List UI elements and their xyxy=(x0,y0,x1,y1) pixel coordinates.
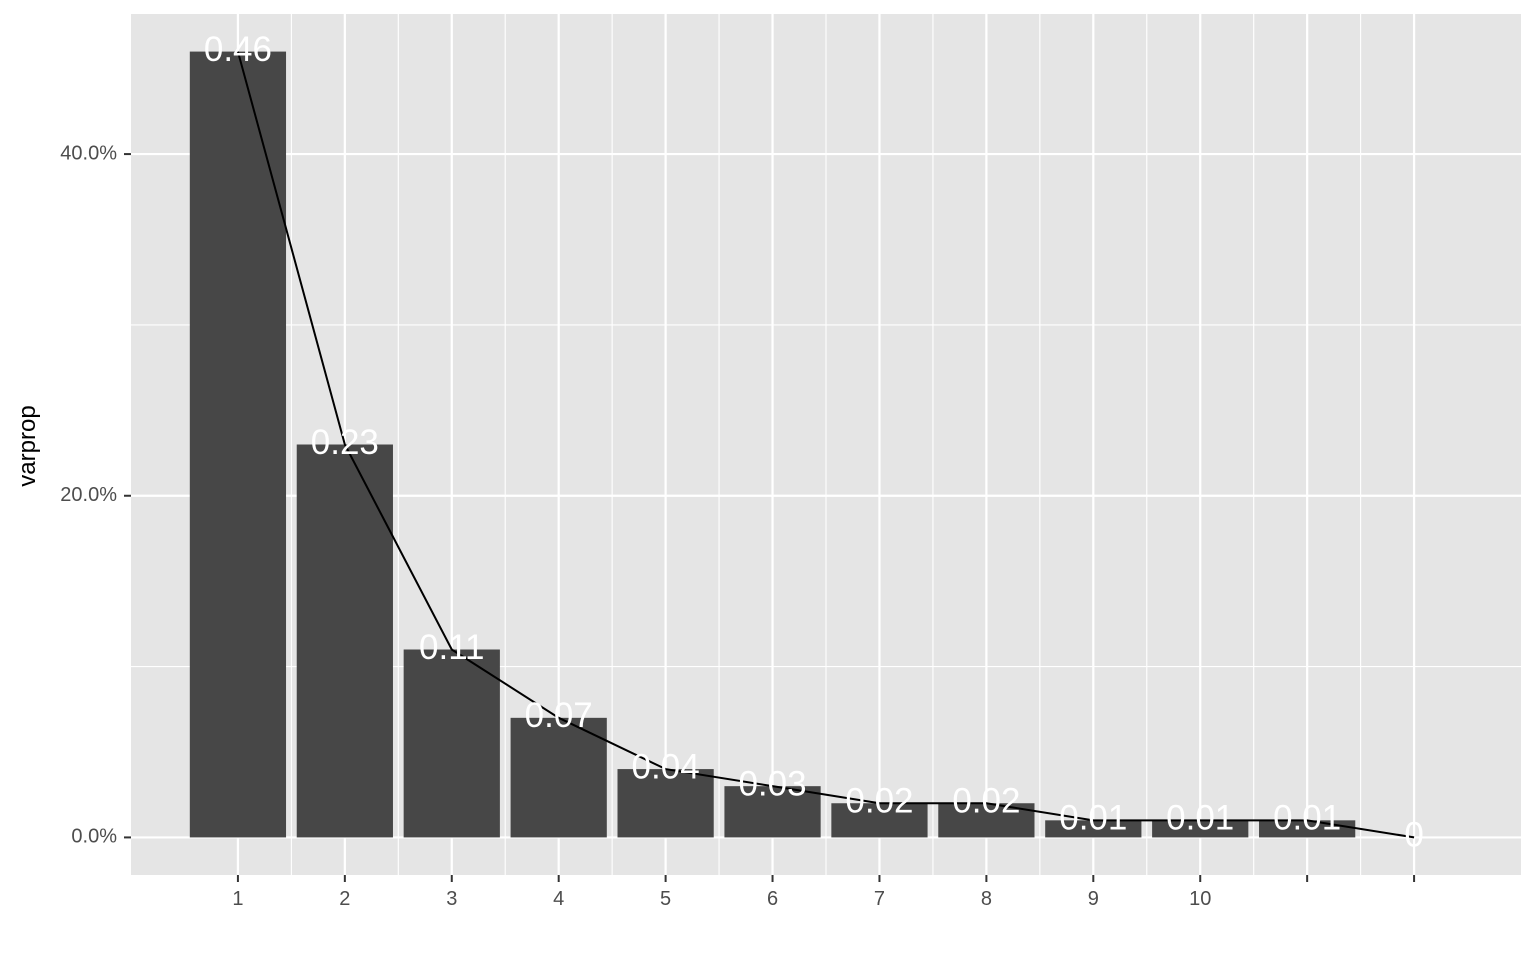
x-tick-label: 4 xyxy=(553,888,564,910)
x-tick-label: 8 xyxy=(981,888,992,910)
x-tick-label: 1 xyxy=(232,888,243,910)
bar-labels: 0.46 0.23 0.11 0.07 0.04 0.03 0.02 0.02 0.01 0.01… xyxy=(204,30,1424,855)
y-axis-title: varprop xyxy=(14,405,41,486)
bar-value-label: 0.01 xyxy=(1059,799,1127,838)
bar-value-label: 0.04 xyxy=(632,747,700,786)
bar xyxy=(617,769,714,838)
bar xyxy=(403,649,500,838)
bar-value-label: 0.11 xyxy=(419,628,485,667)
bar xyxy=(831,803,928,838)
bar-value-label: 0 xyxy=(1404,816,1423,855)
y-tick-label: 40.0% xyxy=(60,142,117,164)
y-tick-label: 20.0% xyxy=(60,484,117,506)
x-tick-label: 6 xyxy=(767,888,778,910)
bar-value-label: 0.23 xyxy=(311,423,379,462)
bar-value-label: 0.02 xyxy=(952,782,1020,821)
bar xyxy=(1152,820,1249,838)
minor-gridlines xyxy=(131,14,1521,875)
x-axis: 1 2 3 4 5 6 7 8 9 10 xyxy=(232,875,1416,910)
bar-value-label: 0.07 xyxy=(525,696,593,735)
x-tick-label: 5 xyxy=(660,888,671,910)
bar xyxy=(510,717,607,838)
trend-line-path xyxy=(236,51,1415,839)
bar-value-label: 0.03 xyxy=(738,764,806,803)
bar-value-label: 0.01 xyxy=(1273,799,1341,838)
x-tick-label: 2 xyxy=(339,888,350,910)
bars xyxy=(189,51,1356,838)
bar xyxy=(1045,820,1142,838)
bar xyxy=(189,51,287,838)
y-axis: 0.0% 20.0% 40.0% xyxy=(60,142,131,848)
x-tick-label: 7 xyxy=(874,888,885,910)
trend-line xyxy=(236,51,1415,839)
x-tick-label: 9 xyxy=(1088,888,1099,910)
bar xyxy=(724,786,821,838)
y-tick-label: 0.0% xyxy=(71,826,117,848)
bar-value-label: 0.46 xyxy=(204,30,272,69)
x-tick-label: 3 xyxy=(446,888,457,910)
bar-value-label: 0.01 xyxy=(1166,799,1234,838)
bar-value-label: 0.02 xyxy=(845,782,913,821)
x-tick-label: 10 xyxy=(1189,888,1211,910)
bar xyxy=(296,444,393,838)
